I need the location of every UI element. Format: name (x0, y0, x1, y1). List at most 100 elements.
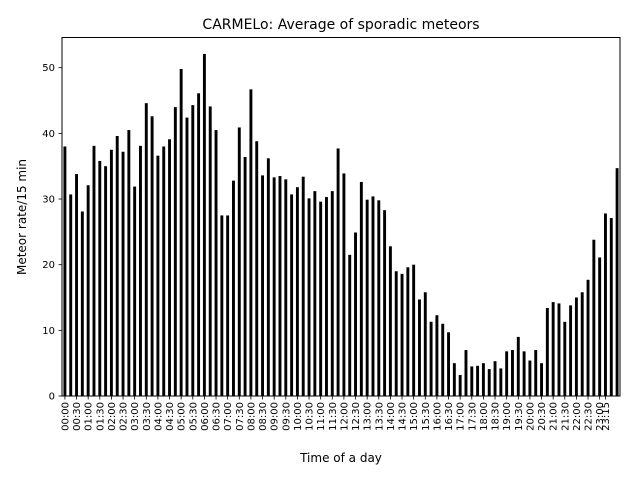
bar-13:00 (365, 199, 369, 396)
x-tick-label-13:00: 13:00 (363, 402, 374, 431)
x-axis: 00:00 00:30 01:00 01:30 02:00 02:30 03:00 03:30… (60, 396, 612, 431)
bar-12:15 (348, 254, 352, 396)
x-tick-label-14:30: 14:30 (398, 402, 409, 431)
bar-11:15 (325, 197, 328, 396)
bar-12:45 (359, 181, 363, 396)
x-tick-label-18:30: 18:30 (491, 402, 502, 431)
x-tick-label-21:00: 21:00 (549, 402, 560, 431)
bar-00:15 (69, 194, 73, 396)
bar-11:00 (319, 201, 323, 396)
bar-04:45 (173, 107, 177, 396)
bar-21:00 (551, 302, 555, 396)
bar-14:15 (394, 271, 398, 396)
bar-08:45 (266, 158, 270, 396)
x-tick-label-20:00: 20:00 (525, 402, 536, 431)
bar-09:45 (290, 194, 294, 396)
x-tick-label-06:00: 06:00 (200, 402, 211, 431)
y-tick-label-50: 50 (42, 63, 55, 74)
bar-20:45 (545, 308, 549, 396)
bar-20:15 (534, 350, 538, 396)
x-tick-label-13:30: 13:30 (374, 402, 385, 431)
bar-09:00 (272, 177, 276, 396)
bar-02:45 (127, 130, 131, 396)
x-tick-label-12:30: 12:30 (351, 402, 362, 431)
bar-10:15 (301, 176, 305, 396)
bar-03:45 (150, 116, 154, 396)
x-tick-label-16:30: 16:30 (444, 402, 455, 431)
x-tick-label-11:30: 11:30 (328, 402, 339, 431)
bar-01:30 (98, 160, 102, 396)
bar-07:30 (237, 127, 241, 396)
bar-18:30 (493, 361, 497, 396)
bar-04:15 (162, 146, 166, 396)
bar-06:45 (220, 215, 224, 396)
bar-23:00 (598, 257, 602, 396)
bar-10:30 (307, 198, 311, 396)
x-tick-label-08:30: 08:30 (258, 402, 269, 431)
x-tick-label-04:00: 04:00 (153, 402, 164, 431)
x-tick-label-22:30: 22:30 (584, 402, 595, 431)
bar-17:15 (464, 350, 468, 396)
bar-15:30 (423, 292, 427, 396)
x-tick-label-05:00: 05:00 (177, 402, 188, 431)
x-tick-label-21:30: 21:30 (560, 402, 571, 431)
bar-17:45 (476, 365, 480, 396)
bar-00:30 (75, 174, 78, 396)
x-tick-label-06:30: 06:30 (212, 402, 223, 431)
x-tick-label-18:00: 18:00 (479, 402, 490, 431)
y-tick-label-20: 20 (42, 260, 55, 271)
bar-17:30 (470, 366, 474, 396)
y-axis: 0 10 20 30 40 50 (42, 63, 62, 403)
x-tick-label-15:30: 15:30 (421, 402, 432, 431)
bar-15:15 (418, 299, 421, 396)
bar-07:15 (232, 180, 235, 396)
x-tick-label-01:30: 01:30 (95, 402, 106, 431)
bar-17:00 (458, 374, 462, 396)
bar-07:45 (243, 157, 247, 396)
y-tick-label-0: 0 (49, 392, 55, 403)
bar-13:45 (383, 210, 387, 396)
bar-00:45 (80, 211, 84, 396)
bar-21:45 (569, 305, 573, 396)
x-tick-label-03:00: 03:00 (130, 402, 141, 431)
x-tick-label-10:30: 10:30 (305, 402, 316, 431)
x-tick-label-22:00: 22:00 (572, 402, 583, 431)
chart-title: CARMELo: Average of sporadic meteors (202, 17, 479, 33)
bar-02:30 (121, 151, 125, 396)
x-tick-label-11:00: 11:00 (316, 402, 327, 431)
bar-09:30 (284, 179, 288, 396)
bar-16:15 (441, 323, 445, 396)
bar-11:30 (330, 191, 334, 396)
bar-05:45 (197, 93, 201, 396)
y-tick-label-40: 40 (42, 129, 55, 140)
bar-14:00 (388, 246, 392, 396)
bar-12:30 (354, 232, 357, 396)
x-tick-label-08:00: 08:00 (246, 402, 257, 431)
bar-03:00 (133, 186, 137, 396)
bar-19:30 (516, 336, 520, 396)
x-tick-label-19:00: 19:00 (502, 402, 513, 431)
bar-12:00 (342, 173, 346, 396)
x-tick-label-20:30: 20:30 (537, 402, 548, 431)
bar-08:30 (261, 175, 264, 396)
bar-22:30 (586, 279, 590, 396)
bar-06:00 (202, 53, 206, 396)
x-tick-label-02:00: 02:00 (107, 402, 118, 431)
x-tick-label-15:00: 15:00 (409, 402, 420, 431)
bar-05:30 (191, 105, 195, 396)
x-axis-title: Time of a day (299, 451, 382, 465)
y-tick-label-30: 30 (42, 195, 55, 206)
x-tick-label-14:00: 14:00 (386, 402, 397, 431)
bar-14:45 (406, 267, 410, 396)
x-tick-label-07:30: 07:30 (235, 402, 246, 431)
bar-04:00 (156, 155, 160, 396)
x-tick-label-16:00: 16:00 (432, 402, 443, 431)
bar-08:15 (255, 141, 259, 396)
x-tick-label-17:00: 17:00 (456, 402, 467, 431)
bar-06:30 (214, 130, 218, 396)
bar-04:30 (168, 139, 171, 396)
x-tick-label-07:00: 07:00 (223, 402, 234, 431)
x-tick-label-23:00: 23:00 (595, 402, 606, 431)
x-tick-label-02:30: 02:30 (119, 402, 130, 431)
